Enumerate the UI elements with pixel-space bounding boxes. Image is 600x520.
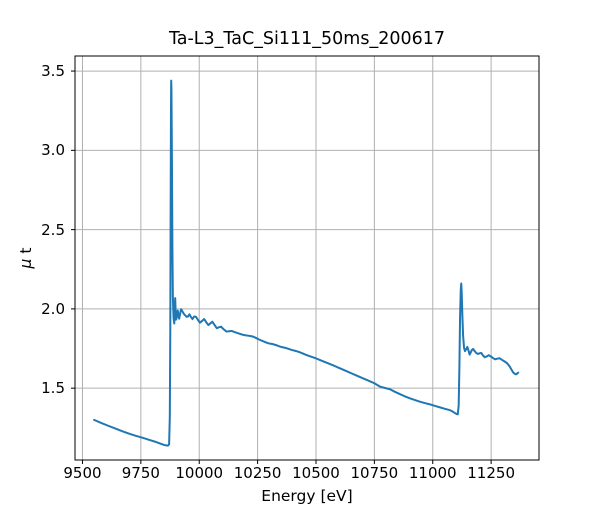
x-tick-label: 11250 xyxy=(467,464,515,482)
y-tick-label: 1.5 xyxy=(41,379,65,398)
data-line xyxy=(93,79,520,447)
chart-title: Ta-L3_TaC_Si111_50ms_200617 xyxy=(168,29,446,49)
x-tick-label: 10250 xyxy=(233,464,282,482)
y-tick-label: 3.5 xyxy=(41,62,65,81)
x-axis-label: Energy [eV] xyxy=(261,487,353,505)
x-tick-label: 10000 xyxy=(175,464,224,482)
y-axis-label-rest: t xyxy=(17,247,35,259)
x-tick-label: 9750 xyxy=(121,464,160,482)
y-tick-label: 2.0 xyxy=(41,299,65,318)
x-tick-label: 10500 xyxy=(292,464,340,482)
y-tick-label: 2.5 xyxy=(41,220,65,239)
y-axis-label-mu: μ xyxy=(17,258,35,269)
axes-frame xyxy=(74,55,540,461)
y-axis-label: μ t xyxy=(17,248,35,269)
x-tick-label: 10750 xyxy=(350,464,399,482)
x-tick-label: 9500 xyxy=(63,464,102,482)
x-tick-label: 11000 xyxy=(408,464,457,482)
y-tick-label: 3.0 xyxy=(41,141,65,160)
